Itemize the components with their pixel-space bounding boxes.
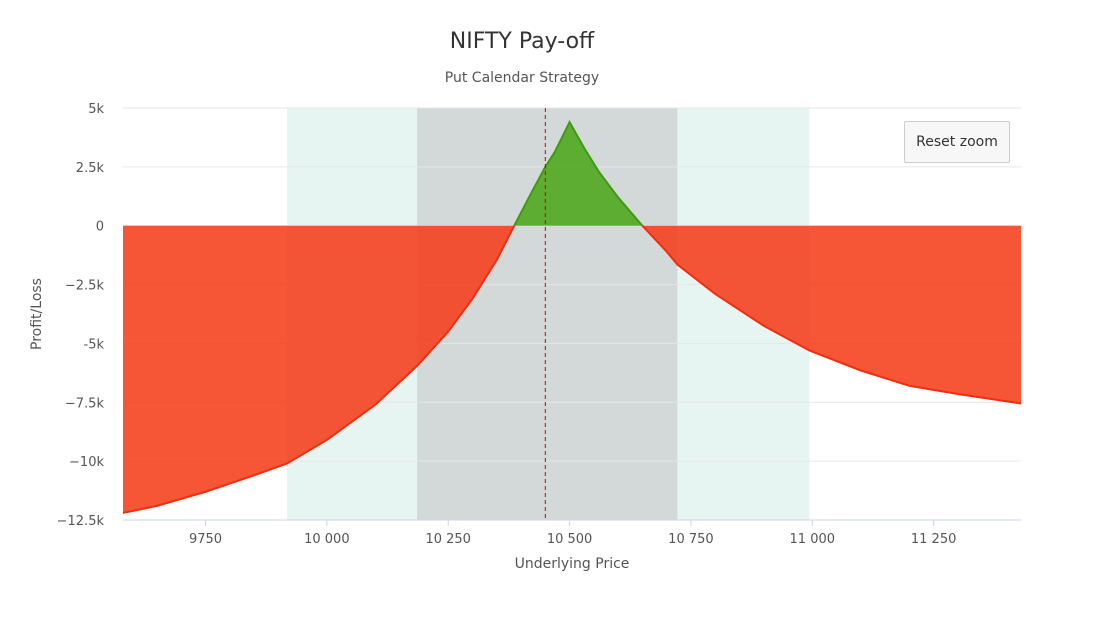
- x-tick-label: 10 250: [425, 532, 471, 547]
- y-tick-label: -5k: [84, 337, 105, 352]
- reset-zoom-button[interactable]: Reset zoom: [904, 121, 1010, 163]
- payoff-areas: [123, 122, 1021, 513]
- y-tick-label: −12.5k: [57, 514, 105, 529]
- payoff-line-loss: [122, 225, 516, 514]
- y-tick-label: 5k: [88, 102, 104, 117]
- x-tick-label: 9750: [189, 532, 222, 547]
- profit-area: [514, 122, 643, 226]
- loss-area: [123, 225, 515, 513]
- chart-subtitle: Put Calendar Strategy: [445, 70, 599, 86]
- payoff-line-profit: [513, 119, 644, 227]
- x-tick-label: 10 750: [668, 532, 714, 547]
- x-axis-title: Underlying Price: [515, 556, 630, 572]
- y-tick-label: 2.5k: [76, 161, 105, 176]
- x-tick-label: 11 000: [790, 532, 836, 547]
- y-tick-label: −7.5k: [65, 396, 105, 411]
- y-axis: 5k 2.5k 0 −2.5k -5k −7.5k −10k −12.5k: [57, 102, 105, 529]
- y-tick-label: −2.5k: [65, 279, 105, 294]
- loss-area: [642, 225, 1021, 404]
- x-tick-label: 11 250: [911, 532, 957, 547]
- x-tick-label: 10 000: [304, 532, 350, 547]
- y-axis-title: Profit/Loss: [29, 278, 45, 350]
- y-tick-label: −10k: [69, 455, 104, 470]
- x-tick-label: 10 500: [547, 532, 593, 547]
- payoff-line-group: [122, 119, 1022, 514]
- x-axis: 9750 10 000 10 250 10 500 10 750 11 000 11 250: [123, 519, 1021, 547]
- chart-title: NIFTY Pay-off: [450, 29, 595, 54]
- y-tick-label: 0: [96, 220, 104, 235]
- payoff-line-loss: [641, 225, 1022, 405]
